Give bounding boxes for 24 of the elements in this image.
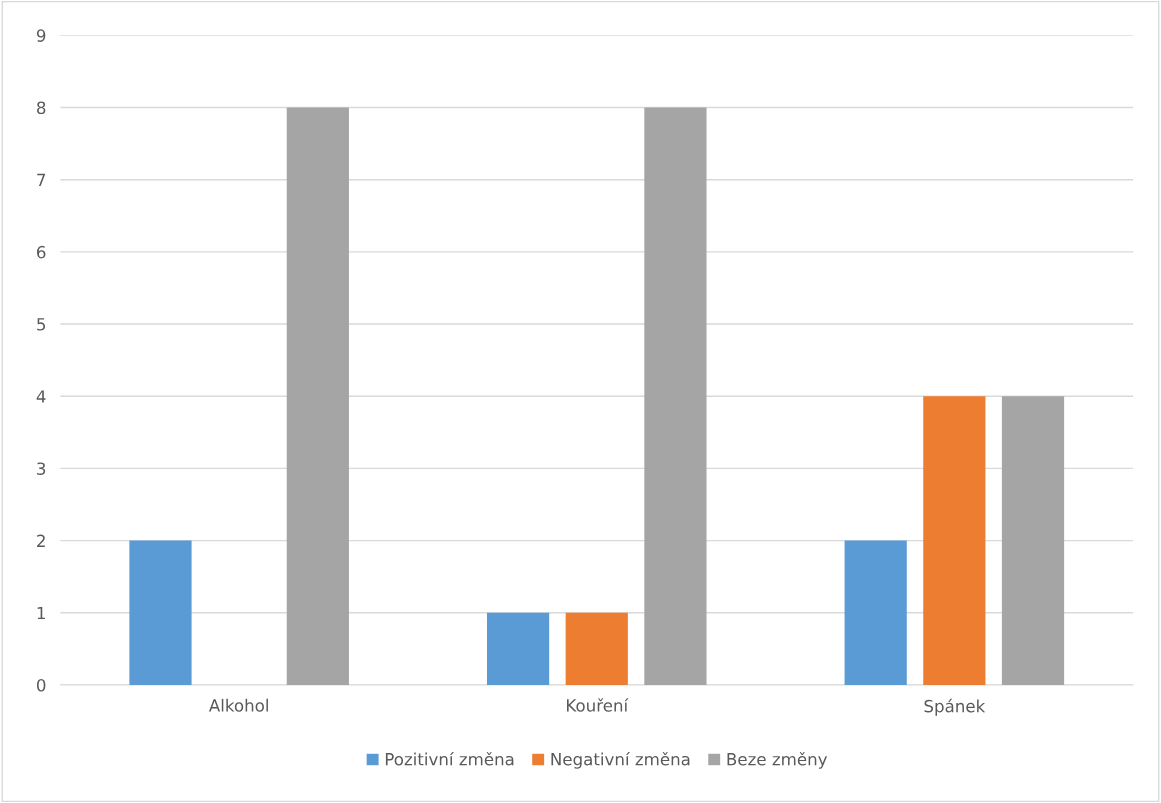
y-tick-label: 2 [37, 534, 45, 547]
y-tick-label: 9 [36, 29, 46, 42]
y-tick-label: 3 [37, 462, 46, 475]
y-tick-label: 8 [37, 101, 46, 115]
x-tick-label: Spánek [924, 698, 986, 716]
y-tick-label: 5 [37, 318, 46, 331]
bar [565, 612, 628, 685]
y-tick-label: 1 [37, 606, 45, 620]
bar [1001, 396, 1065, 685]
y-tick-label: 6 [37, 245, 46, 259]
y-tick-label: 7 [37, 173, 46, 187]
legend-label: Beze změny [727, 751, 828, 769]
x-tick-label: Alkohol [208, 698, 268, 712]
x-tick-label: Kouření [567, 698, 629, 712]
bar [129, 540, 192, 685]
bar [644, 107, 707, 685]
legend-label: Pozitivní změna [385, 751, 514, 766]
bar [286, 107, 349, 685]
bar [486, 612, 550, 685]
bar [923, 396, 986, 685]
legend-label: Negativní změna [551, 751, 690, 769]
y-tick-label: 0 [36, 678, 46, 692]
bar [844, 540, 907, 685]
y-tick-label: 4 [36, 390, 46, 403]
